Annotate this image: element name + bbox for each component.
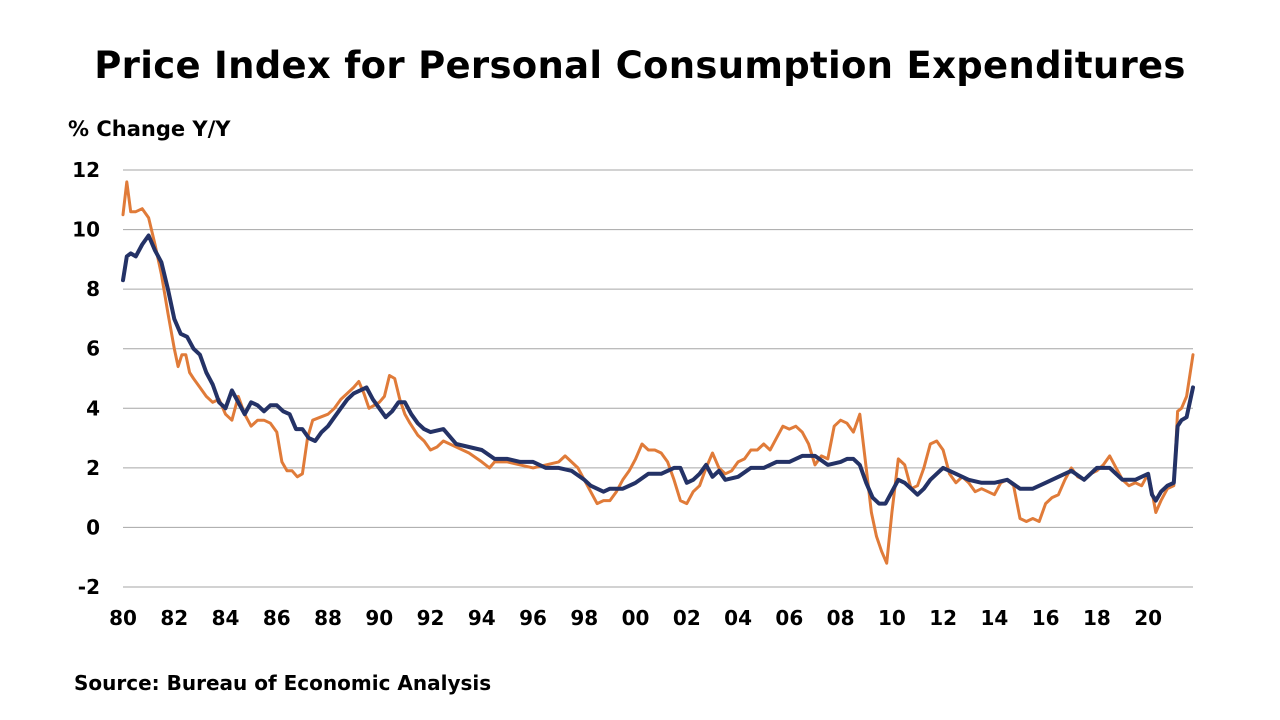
x-tick-label: 84 bbox=[212, 606, 240, 630]
y-tick-label: 8 bbox=[86, 277, 100, 301]
x-tick-label: 94 bbox=[468, 606, 496, 630]
y-tick-label: 6 bbox=[86, 337, 100, 361]
gridlines bbox=[123, 169, 1193, 588]
x-tick-label: 90 bbox=[365, 606, 393, 630]
source-note: Source: Bureau of Economic Analysis bbox=[74, 671, 492, 695]
series-lines bbox=[121, 180, 1195, 565]
y-tick-label: 0 bbox=[86, 515, 100, 539]
y-tick-label: -2 bbox=[78, 575, 100, 599]
x-tick-label: 04 bbox=[724, 606, 752, 630]
x-tick-label: 80 bbox=[109, 606, 137, 630]
y-tick-label: 2 bbox=[86, 456, 100, 480]
y-axis-label: % Change Y/Y bbox=[68, 117, 231, 141]
y-tick-label: 4 bbox=[86, 396, 100, 420]
x-tick-label: 16 bbox=[1032, 606, 1060, 630]
x-tick-label: 08 bbox=[827, 606, 855, 630]
x-tick-label: 18 bbox=[1083, 606, 1111, 630]
x-tick-label: 82 bbox=[160, 606, 188, 630]
x-tick-label: 92 bbox=[417, 606, 445, 630]
x-tick-label: 12 bbox=[929, 606, 957, 630]
x-tick-label: 88 bbox=[314, 606, 342, 630]
y-tick-label: 12 bbox=[72, 158, 100, 182]
x-tick-label: 02 bbox=[673, 606, 701, 630]
x-tick-label: 86 bbox=[263, 606, 291, 630]
series-line-2 bbox=[121, 233, 1195, 506]
x-tick-label: 20 bbox=[1134, 606, 1162, 630]
x-tick-label: 98 bbox=[570, 606, 598, 630]
x-tick-label: 14 bbox=[980, 606, 1008, 630]
x-tick-labels: 80 82 84 86 88 90 92 94 96 98 00 02 04 06 08 10 12 14 16 18… bbox=[109, 606, 1162, 630]
x-tick-label: 00 bbox=[622, 606, 650, 630]
y-tick-labels: 12 10 8 6 4 2 0 -2 bbox=[72, 158, 100, 599]
chart-title: Price Index for Personal Consumption Exp… bbox=[94, 44, 1186, 87]
series-line-1 bbox=[121, 180, 1195, 565]
x-tick-label: 96 bbox=[519, 606, 547, 630]
x-tick-label: 10 bbox=[878, 606, 906, 630]
x-tick-label: 06 bbox=[775, 606, 803, 630]
y-tick-label: 10 bbox=[72, 218, 100, 242]
